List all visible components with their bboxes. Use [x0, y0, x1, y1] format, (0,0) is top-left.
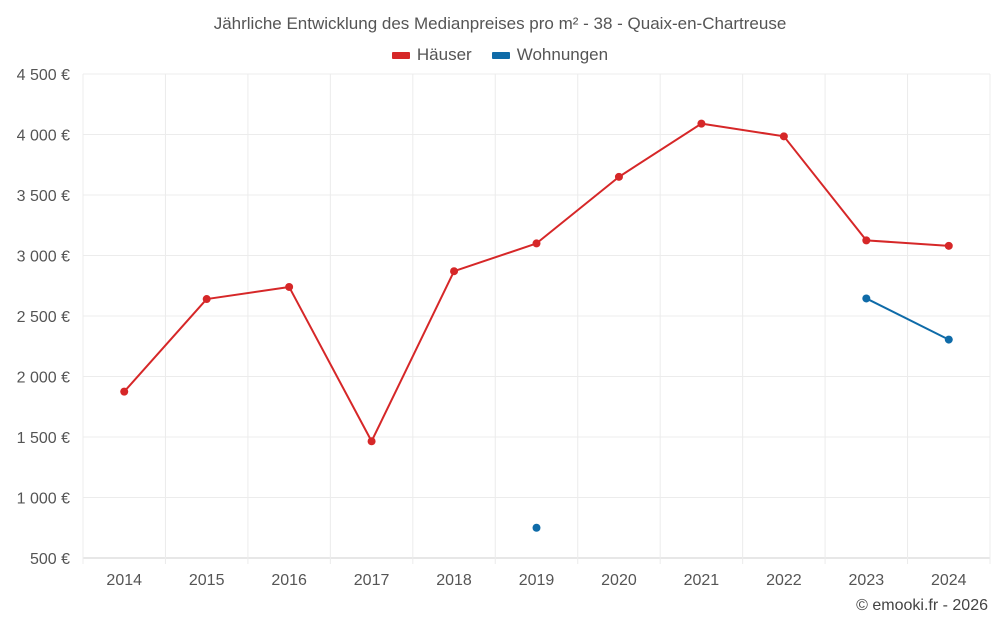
- y-tick-label: 2 500 €: [17, 309, 70, 326]
- legend-label-haeuser: Häuser: [416, 45, 472, 64]
- x-tick-label: 2023: [849, 572, 885, 589]
- data-point-wohnungen: [862, 294, 871, 303]
- y-tick-label: 500 €: [30, 551, 70, 568]
- y-tick-label: 1 500 €: [17, 430, 70, 447]
- series-layer: [120, 119, 953, 532]
- data-point-haeuser: [450, 267, 459, 276]
- data-point-wohnungen: [532, 523, 541, 532]
- data-point-haeuser: [614, 172, 623, 181]
- legend-swatch-wohnungen: [491, 51, 510, 59]
- x-tick-label: 2018: [436, 572, 472, 589]
- y-tick-label: 4 000 €: [17, 128, 70, 145]
- y-tick-label: 1 000 €: [17, 491, 70, 508]
- data-point-haeuser: [944, 241, 953, 250]
- x-tick-label: 2017: [354, 572, 390, 589]
- legend: Häuser Wohnungen: [0, 45, 1000, 65]
- axes: 500 € 1 000 € 1 500 € 2 000 € 2 500 € 3 000 €…: [17, 67, 967, 589]
- data-point-haeuser: [862, 236, 871, 245]
- chart-title: Jährliche Entwicklung des Medianpreises …: [213, 14, 787, 33]
- y-tick-label: 4 500 €: [17, 67, 70, 84]
- x-tick-label: 2020: [601, 572, 637, 589]
- x-tick-label: 2024: [931, 572, 967, 589]
- y-tick-label: 2 000 €: [17, 370, 70, 387]
- data-point-haeuser: [532, 239, 541, 248]
- y-tick-label: 3 000 €: [17, 249, 70, 266]
- data-point-haeuser: [697, 119, 706, 128]
- legend-item-haeuser[interactable]: Häuser: [391, 45, 472, 65]
- data-point-haeuser: [285, 282, 294, 291]
- x-tick-label: 2016: [271, 572, 307, 589]
- legend-swatch-haeuser: [391, 51, 410, 59]
- legend-label-wohnungen: Wohnungen: [516, 45, 609, 64]
- data-point-haeuser: [120, 387, 129, 396]
- legend-item-wohnungen[interactable]: Wohnungen: [491, 45, 609, 65]
- data-point-haeuser: [367, 437, 376, 446]
- y-tick-label: 3 500 €: [17, 188, 70, 205]
- x-tick-label: 2021: [684, 572, 720, 589]
- credit-text: © emooki.fr - 2026: [856, 597, 988, 614]
- x-tick-label: 2014: [106, 572, 142, 589]
- data-point-wohnungen: [944, 335, 953, 344]
- x-tick-label: 2022: [766, 572, 802, 589]
- data-point-haeuser: [779, 132, 788, 141]
- x-tick-label: 2015: [189, 572, 225, 589]
- series-line-wohnungen: [865, 297, 950, 341]
- grid: [82, 73, 991, 564]
- x-tick-label: 2019: [519, 572, 555, 589]
- data-point-haeuser: [202, 295, 211, 304]
